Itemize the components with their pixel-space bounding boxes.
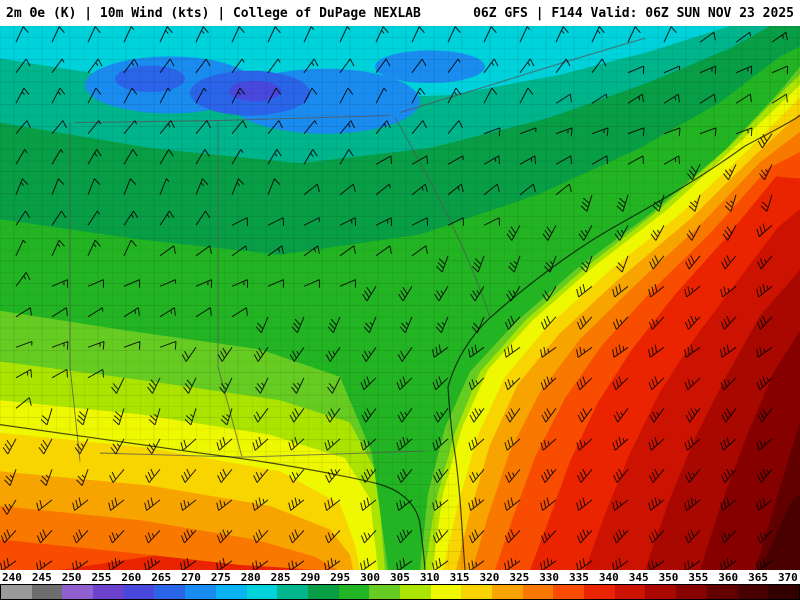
weather-map xyxy=(0,26,800,570)
colorbar-tick: 260 xyxy=(121,571,142,584)
colorbar-cell xyxy=(553,585,585,599)
colorbar-tick: 250 xyxy=(61,571,82,584)
colorbar-tick: 360 xyxy=(718,571,739,584)
colorbar-tick: 275 xyxy=(210,571,231,584)
colorbar-tick: 365 xyxy=(748,571,768,584)
colorbar-cell xyxy=(706,585,738,599)
colorbar-tick: 330 xyxy=(539,571,560,584)
coastline xyxy=(0,114,800,570)
colorbar-cell xyxy=(215,585,247,599)
colorbar-tick: 370 xyxy=(777,571,798,584)
colorbar-cell xyxy=(584,585,615,599)
colorbar-tick: 350 xyxy=(658,571,679,584)
wind-barbs-layer xyxy=(0,26,789,570)
model-run-info: 06Z GFS | F144 Valid: 06Z SUN NOV 23 202… xyxy=(473,5,794,21)
colorbar-tick: 300 xyxy=(360,571,380,584)
colorbar-tick: 345 xyxy=(628,571,649,584)
colorbar-tick: 240 xyxy=(2,571,22,584)
colorbar-cell xyxy=(369,585,400,599)
colorbar-tick: 255 xyxy=(91,571,112,584)
colorbar-tick: 335 xyxy=(569,571,589,584)
colorbar-tick: 340 xyxy=(598,571,619,584)
colorbar-cell xyxy=(645,585,677,599)
product-label: 2m Θe (K) | 10m Wind (kts) | College of … xyxy=(6,5,421,21)
colorbar-cell xyxy=(277,585,308,599)
colorbar-cell xyxy=(430,585,462,599)
state-borders xyxy=(69,37,646,462)
colorbar-tick: 280 xyxy=(240,571,261,584)
colorbar-tick: 270 xyxy=(181,571,201,584)
colorbar-cell xyxy=(338,585,370,599)
colorbar-cell xyxy=(522,585,554,599)
colorbar-tick: 265 xyxy=(151,571,172,584)
colorbar-cell xyxy=(185,585,216,599)
colorbar-tick: 310 xyxy=(419,571,440,584)
colorbar-cell xyxy=(768,585,799,599)
colorbar-cell xyxy=(676,585,707,599)
colorbar-tick: 325 xyxy=(509,571,530,584)
colorbar xyxy=(0,584,800,600)
colorbar-cell xyxy=(154,585,186,599)
colorbar-tick: 315 xyxy=(449,571,470,584)
colorbar-cell xyxy=(31,585,63,599)
colorbar-cell xyxy=(93,585,124,599)
colorbar-cell xyxy=(1,585,32,599)
colorbar-tick: 295 xyxy=(330,571,351,584)
colorbar-cell xyxy=(62,585,94,599)
colorbar-tick: 285 xyxy=(270,571,291,584)
colorbar-tick: 305 xyxy=(389,571,410,584)
colorbar-tick: 245 xyxy=(31,571,52,584)
colorbar-cell xyxy=(123,585,155,599)
colorbar-tick: 290 xyxy=(300,571,321,584)
colorbar-cell xyxy=(307,585,339,599)
colorbar-cell xyxy=(246,585,278,599)
colorbar-tick: 320 xyxy=(479,571,500,584)
colorbar-cell xyxy=(399,585,431,599)
colorbar-tick: 355 xyxy=(688,571,709,584)
colorbar-cell xyxy=(461,585,492,599)
colorbar-tick-labels: 240 245 250 255 260 265 270 275 280 285 290 295 300 3… xyxy=(0,570,800,584)
colorbar-cell xyxy=(492,585,523,599)
title-bar: 2m Θe (K) | 10m Wind (kts) | College of … xyxy=(0,0,800,26)
colorbar-cell xyxy=(737,585,769,599)
colorbar-cell xyxy=(614,585,646,599)
